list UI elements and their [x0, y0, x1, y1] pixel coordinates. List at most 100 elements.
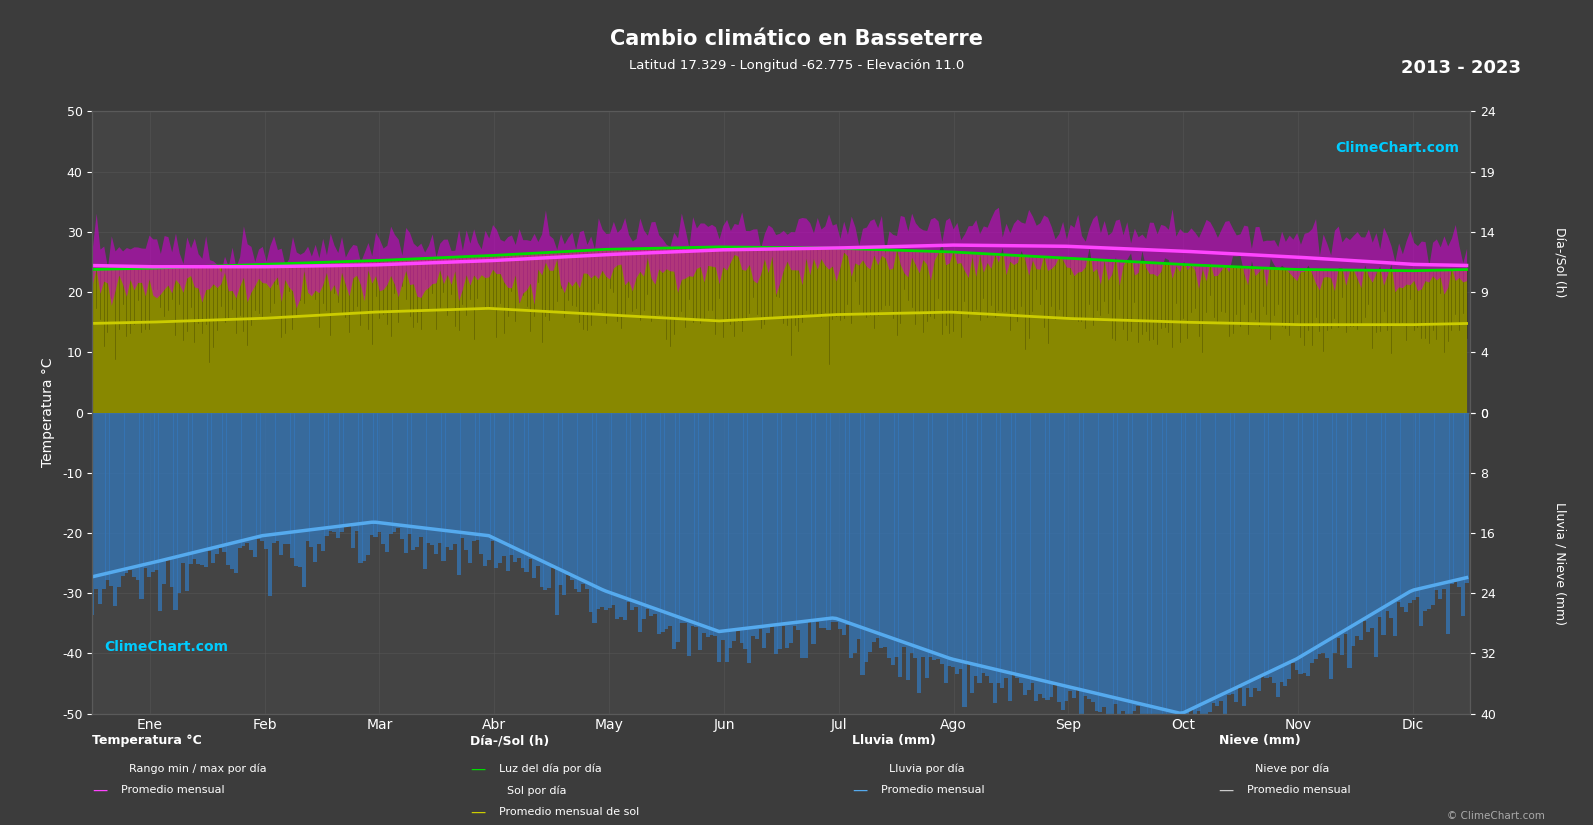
Bar — [623, 412, 626, 620]
Bar — [951, 412, 956, 667]
Bar — [422, 412, 427, 569]
Bar — [906, 412, 910, 680]
Bar — [691, 412, 695, 626]
Bar — [954, 412, 959, 673]
Bar — [1144, 412, 1147, 721]
Bar — [314, 412, 317, 562]
Bar — [1136, 412, 1141, 706]
Bar — [1177, 412, 1182, 719]
Bar — [1309, 412, 1314, 663]
Bar — [921, 412, 926, 657]
Bar — [169, 412, 174, 587]
Bar — [585, 412, 589, 589]
Bar — [245, 412, 249, 544]
Bar — [241, 412, 245, 546]
Bar — [147, 412, 151, 577]
Bar — [438, 412, 441, 543]
Bar — [427, 412, 430, 543]
Bar — [218, 412, 223, 548]
Bar — [521, 412, 524, 568]
Bar — [234, 412, 237, 573]
Bar — [499, 412, 502, 563]
Bar — [1389, 412, 1394, 618]
Bar — [193, 412, 196, 559]
Bar — [816, 412, 819, 622]
Bar — [1185, 412, 1190, 726]
Bar — [355, 412, 358, 531]
Bar — [1083, 412, 1088, 695]
Bar — [532, 412, 537, 578]
Bar — [1015, 412, 1020, 678]
Bar — [626, 412, 631, 601]
Bar — [835, 412, 838, 622]
Bar — [1064, 412, 1069, 700]
Bar — [362, 412, 366, 561]
Bar — [444, 412, 449, 547]
Bar — [736, 412, 741, 631]
Text: Cambio climático en Basseterre: Cambio climático en Basseterre — [610, 29, 983, 49]
Bar — [978, 412, 981, 683]
Y-axis label: Temperatura °C: Temperatura °C — [41, 358, 56, 467]
Bar — [992, 412, 997, 703]
Bar — [984, 412, 989, 676]
Bar — [546, 412, 551, 587]
Bar — [416, 412, 419, 548]
Bar — [1403, 412, 1408, 612]
Bar — [400, 412, 405, 539]
Bar — [755, 412, 758, 639]
Bar — [1276, 412, 1279, 697]
Bar — [1045, 412, 1050, 700]
Bar — [1419, 412, 1423, 626]
Bar — [924, 412, 929, 677]
Bar — [177, 412, 182, 592]
Bar — [460, 412, 465, 538]
Bar — [174, 412, 177, 610]
Bar — [573, 412, 578, 589]
Bar — [902, 412, 906, 648]
Bar — [306, 412, 309, 540]
Bar — [1034, 412, 1039, 701]
Bar — [789, 412, 793, 643]
Bar — [1370, 412, 1375, 628]
Bar — [373, 412, 378, 537]
Bar — [948, 412, 951, 667]
Bar — [295, 412, 298, 566]
Bar — [1080, 412, 1083, 714]
Text: Latitud 17.329 - Longitud -62.775 - Elevación 11.0: Latitud 17.329 - Longitud -62.775 - Elev… — [629, 59, 964, 73]
Bar — [397, 412, 400, 528]
Bar — [1152, 412, 1155, 719]
Bar — [204, 412, 207, 567]
Bar — [1219, 412, 1223, 701]
Bar — [140, 412, 143, 599]
Text: Rango min / max por día: Rango min / max por día — [129, 764, 266, 774]
Bar — [868, 412, 871, 652]
Bar — [1067, 412, 1072, 691]
Bar — [127, 412, 132, 570]
Bar — [94, 412, 99, 589]
Bar — [612, 412, 615, 605]
Bar — [879, 412, 884, 648]
Bar — [1416, 412, 1419, 596]
Text: ClimeChart.com: ClimeChart.com — [104, 640, 228, 654]
Bar — [441, 412, 446, 561]
Bar — [1290, 412, 1295, 663]
Bar — [796, 412, 800, 630]
Bar — [1039, 412, 1042, 695]
Bar — [932, 412, 937, 660]
Bar — [981, 412, 986, 673]
Bar — [529, 412, 532, 559]
Bar — [631, 412, 634, 610]
Bar — [1301, 412, 1306, 672]
Bar — [1188, 412, 1193, 710]
Bar — [468, 412, 472, 563]
Text: —: — — [470, 804, 486, 819]
Bar — [381, 412, 386, 544]
Bar — [1340, 412, 1344, 655]
Bar — [1287, 412, 1292, 679]
Bar — [1230, 412, 1235, 694]
Bar — [852, 412, 857, 653]
Bar — [479, 412, 483, 554]
Bar — [121, 412, 124, 576]
Bar — [894, 412, 898, 658]
Bar — [229, 412, 234, 569]
